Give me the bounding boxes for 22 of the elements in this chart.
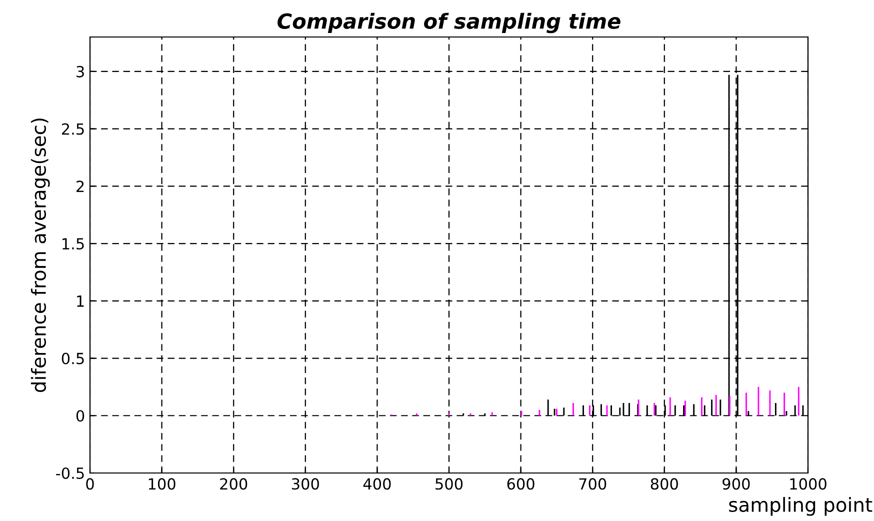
- x-tick-label: 300: [292, 478, 319, 490]
- y-tick-label: 1: [77, 296, 84, 307]
- x-tick-label: 100: [148, 478, 176, 490]
- x-axis-title: sampling point: [729, 496, 872, 516]
- y-tick-label: 3: [76, 66, 84, 78]
- x-tick-label: 200: [220, 478, 248, 490]
- y-tick-label: 2: [76, 180, 84, 192]
- x-tick-label: 0: [86, 478, 94, 490]
- x-tick-label: 800: [650, 478, 678, 490]
- y-tick-label: 1.5: [62, 238, 84, 250]
- x-tick-label: 500: [436, 478, 463, 490]
- y-axis-title: diference from average(sec): [30, 118, 50, 392]
- x-tick-label: 400: [363, 478, 391, 490]
- x-tick-label: 1000: [790, 478, 826, 490]
- x-tick-label: 700: [579, 478, 606, 490]
- y-tick-label: -0.5: [56, 467, 84, 480]
- x-tick-label: 900: [722, 478, 750, 490]
- y-tick-label: 2.5: [62, 123, 84, 135]
- chart-title: Comparison of sampling time: [278, 12, 620, 34]
- y-tick-label: 0: [76, 410, 84, 422]
- y-tick-label: 0.5: [62, 352, 84, 364]
- x-tick-label: 600: [507, 478, 534, 490]
